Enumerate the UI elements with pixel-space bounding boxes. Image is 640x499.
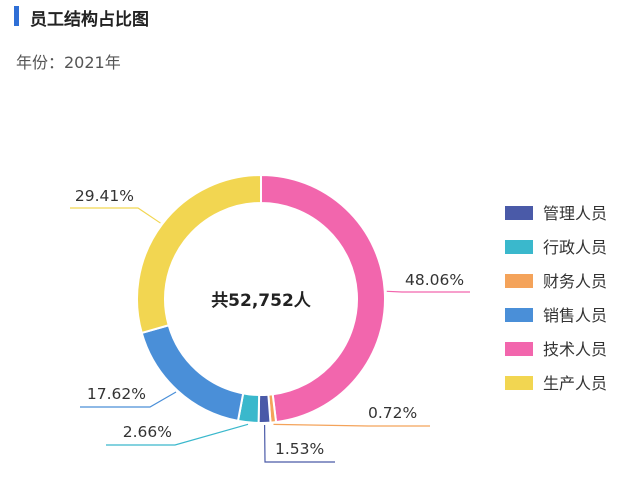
- donut-slice-0[interactable]: [257, 393, 272, 424]
- donut-slice-4[interactable]: [260, 173, 386, 424]
- page-title: 员工结构占比图: [30, 10, 149, 30]
- legend-swatch-0: [505, 206, 533, 220]
- year-label: 年份：2021年: [16, 53, 121, 72]
- legend-item-0[interactable]: 管理人员: [505, 204, 607, 223]
- legend-swatch-5: [505, 376, 533, 390]
- donut-slices: [136, 173, 386, 424]
- percent-label-0: 1.53%: [275, 440, 324, 458]
- donut-slice-5[interactable]: [136, 173, 262, 335]
- legend-label-4: 技术人员: [543, 340, 607, 359]
- legend-label-1: 行政人员: [543, 238, 607, 257]
- legend-swatch-4: [505, 342, 533, 356]
- legend-swatch-3: [505, 308, 533, 322]
- total-count-label: 共52,752人: [211, 291, 312, 311]
- leader-line-2: [273, 423, 430, 427]
- leader-line-5: [70, 207, 161, 224]
- percent-label-1: 2.66%: [123, 423, 172, 441]
- leader-line-3: [80, 391, 177, 408]
- legend-item-5[interactable]: 生产人员: [505, 374, 607, 393]
- percent-label-3: 17.62%: [87, 385, 146, 403]
- legend-item-4[interactable]: 技术人员: [505, 340, 607, 359]
- legend-label-0: 管理人员: [543, 204, 607, 223]
- legend-item-3[interactable]: 销售人员: [505, 306, 607, 325]
- legend-item-2[interactable]: 财务人员: [505, 272, 607, 291]
- legend-label-2: 财务人员: [543, 272, 607, 291]
- donut-slice-3[interactable]: [140, 324, 245, 423]
- legend-swatch-2: [505, 274, 533, 288]
- slice-labels: 48.06% 0.72% 1.53% 2.66% 17.62% 29.41%: [75, 187, 464, 458]
- percent-label-4: 48.06%: [405, 271, 464, 289]
- leader-line-1: [106, 423, 249, 446]
- leader-line-0: [264, 424, 335, 463]
- leader-line-4: [386, 290, 470, 293]
- slice-leader-lines: [70, 207, 470, 463]
- percent-label-2: 0.72%: [368, 404, 417, 422]
- legend-label-3: 销售人员: [543, 306, 607, 325]
- title-accent-bar: [14, 6, 19, 26]
- legend-label-5: 生产人员: [543, 374, 607, 393]
- legend-swatch-1: [505, 240, 533, 254]
- legend-item-1[interactable]: 行政人员: [505, 238, 607, 257]
- percent-label-5: 29.41%: [75, 187, 134, 205]
